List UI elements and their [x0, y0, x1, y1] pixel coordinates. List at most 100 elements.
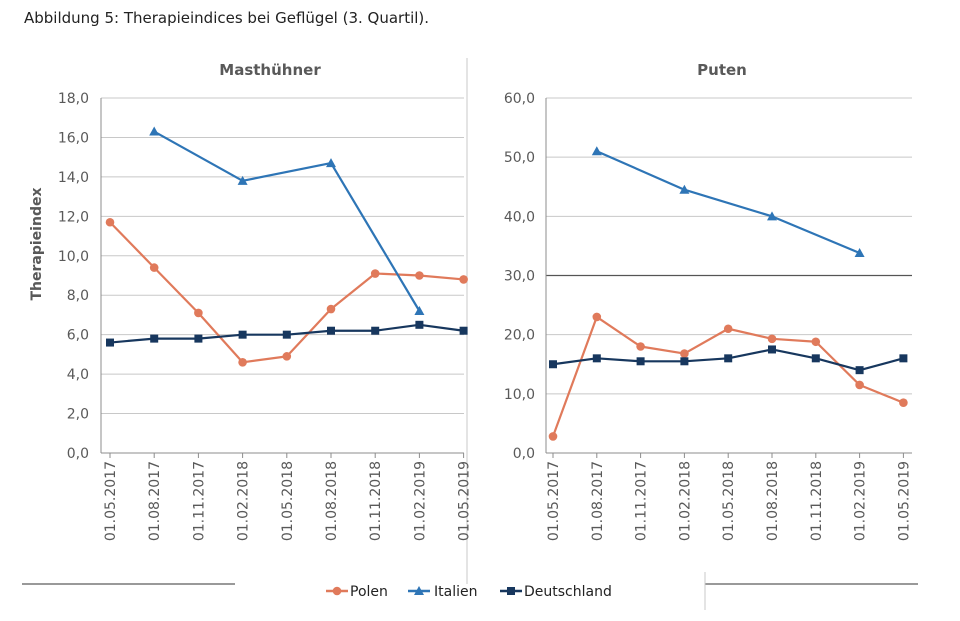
panel-puten: 0,0 10,0 20,0 30,0 40,0 50,0 60,0 01.05.2017 01… [504, 61, 913, 541]
series-line-italien [153, 130, 421, 312]
data-point-deutschland [855, 366, 864, 375]
x-tick-label: 01.05.2018 [280, 461, 296, 541]
x-tick-label: 01.05.2018 [721, 461, 737, 541]
data-point-italien [854, 248, 865, 258]
y-tick-label: 0,0 [67, 446, 89, 462]
data-point-italien [237, 175, 248, 185]
legend-label: Polen [350, 584, 388, 600]
x-tick-label: 01.11.2018 [809, 461, 825, 541]
data-point-polen [194, 308, 203, 318]
legend-marker [414, 586, 424, 595]
x-tick-label: 01.05.2017 [103, 461, 119, 541]
y-tick-label: 40,0 [504, 209, 535, 225]
y-tick-label: 16,0 [58, 130, 89, 146]
data-point-deutschland [724, 354, 733, 363]
data-point-deutschland [327, 326, 335, 335]
y-tick-label: 30,0 [504, 269, 535, 285]
legend: Polen Italien Deutschland [326, 584, 612, 600]
y-tick-label: 2,0 [67, 407, 89, 423]
x-tick-label: 01.05.2017 [546, 461, 562, 541]
x-tick-labels: 01.05.2017 01.08.2017 01.11.2017 01.02.2018… [103, 461, 473, 541]
legend-label: Deutschland [524, 584, 612, 600]
chart-title: Puten [697, 61, 747, 79]
data-point-deutschland [592, 354, 601, 363]
data-point-polen [282, 352, 292, 361]
series-group [105, 126, 468, 367]
data-point-deutschland [459, 326, 468, 335]
y-tick-label: 10,0 [58, 249, 89, 265]
y-tick-label: 4,0 [67, 367, 89, 383]
legend-label: Italien [434, 584, 477, 600]
data-point-polen [767, 334, 777, 344]
series-line-polen [109, 221, 464, 364]
data-point-polen [855, 380, 864, 390]
y-tick-label: 20,0 [504, 328, 535, 344]
data-point-italien [326, 158, 336, 168]
y-tick-label: 8,0 [67, 288, 89, 304]
data-point-polen [811, 337, 821, 347]
y-tick-label: 14,0 [58, 170, 89, 186]
legend-marker [332, 586, 342, 596]
series-group [548, 146, 908, 441]
data-point-italien [767, 211, 777, 221]
data-point-deutschland [150, 334, 159, 343]
data-point-polen [680, 349, 689, 358]
y-tick-labels: 0,0 2,0 4,0 6,0 8,0 10,0 12,0 14,0 16,0 18,0 [58, 91, 89, 462]
x-tick-label: 01.11.2018 [368, 461, 384, 541]
y-tick-label: 6,0 [67, 328, 89, 344]
data-point-polen [459, 275, 468, 284]
y-tick-labels: 0,0 10,0 20,0 30,0 40,0 50,0 60,0 [504, 91, 535, 462]
figure-caption: Abbildung 5: Therapieindices bei Geflüge… [24, 9, 430, 27]
data-point-deutschland [768, 345, 776, 354]
x-tick-label: 01.11.2017 [191, 461, 207, 541]
data-point-polen [238, 357, 247, 367]
data-point-deutschland [238, 330, 247, 339]
data-point-deutschland [680, 357, 689, 366]
data-point-deutschland [811, 354, 820, 363]
data-point-deutschland [371, 326, 380, 335]
x-tick-label: 01.02.2018 [236, 461, 252, 541]
panel-masthuehner: 0,0 2,0 4,0 6,0 8,0 10,0 12,0 14,0 16,0 18,0 01.0… [29, 61, 473, 541]
data-point-polen [370, 269, 380, 278]
y-axis-label: Therapieindex [29, 188, 45, 301]
y-tick-label: 60,0 [504, 91, 535, 107]
data-point-polen [636, 342, 645, 351]
data-point-deutschland [549, 360, 557, 369]
x-tick-label: 01.02.2019 [853, 461, 869, 541]
data-point-deutschland [106, 338, 114, 347]
data-point-polen [899, 398, 908, 408]
x-tick-label: 01.11.2017 [634, 461, 650, 541]
data-point-deutschland [194, 334, 203, 343]
grid-lines [100, 97, 465, 458]
x-tick-label: 01.08.2017 [147, 461, 163, 541]
x-tick-label: 01.05.2019 [896, 461, 912, 541]
data-point-deutschland [636, 357, 645, 366]
data-point-italien [679, 184, 690, 194]
grid-lines [545, 97, 912, 458]
y-tick-label: 50,0 [504, 150, 535, 166]
legend-marker [507, 587, 515, 595]
data-point-polen [548, 432, 558, 441]
data-point-polen [105, 217, 115, 227]
chart-title: Masthühner [219, 61, 321, 79]
y-tick-label: 12,0 [58, 209, 89, 225]
data-point-deutschland [899, 354, 908, 363]
y-tick-label: 0,0 [513, 446, 535, 462]
x-tick-label: 01.08.2017 [590, 461, 606, 541]
data-point-polen [326, 304, 336, 314]
data-point-deutschland [282, 330, 291, 339]
data-point-italien [414, 306, 425, 315]
data-point-polen [149, 263, 159, 272]
x-tick-label: 01.08.2018 [324, 461, 340, 541]
x-tick-label: 01.08.2018 [765, 461, 781, 541]
data-point-polen [592, 312, 602, 322]
data-point-polen [415, 271, 424, 280]
x-tick-label: 01.02.2019 [412, 461, 428, 541]
x-tick-label: 01.05.2019 [457, 461, 473, 541]
data-point-polen [723, 324, 733, 334]
data-point-italien [149, 126, 160, 136]
y-tick-label: 18,0 [58, 91, 89, 107]
data-point-deutschland [415, 320, 424, 329]
y-tick-label: 10,0 [504, 387, 535, 403]
